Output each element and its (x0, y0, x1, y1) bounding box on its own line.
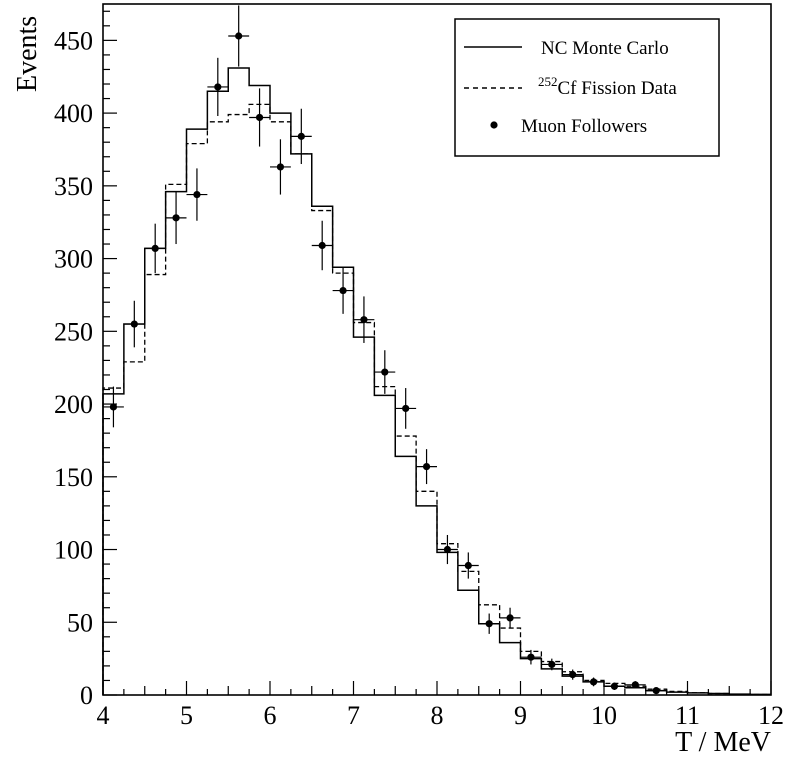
data-point (270, 139, 291, 195)
data-point (165, 191, 187, 245)
y-tick-label: 400 (54, 99, 93, 128)
data-point (353, 296, 375, 343)
data-point (395, 388, 417, 429)
x-tick-label: 4 (97, 701, 110, 730)
y-tick-label: 300 (54, 245, 93, 274)
data-point (437, 534, 458, 565)
data-point (332, 267, 354, 314)
y-tick-label: 350 (54, 172, 93, 201)
y-tick-label: 150 (54, 463, 93, 492)
legend: NC Monte Carlo 252Cf Fission Data Muon F… (454, 18, 720, 157)
data-marker (297, 132, 305, 140)
data-marker (255, 113, 264, 122)
data-point (624, 681, 646, 689)
x-tick-label: 10 (591, 701, 617, 730)
y-tick-label: 50 (67, 608, 93, 637)
data-marker (610, 682, 619, 690)
x-tick-label: 11 (675, 701, 700, 730)
y-tick-label: 0 (80, 681, 93, 710)
data-point (645, 687, 667, 695)
data-point (604, 682, 625, 690)
data-marker (589, 678, 598, 686)
data-point (123, 300, 145, 348)
data-point (144, 223, 166, 274)
x-tick-label: 5 (180, 701, 193, 730)
data-point (457, 552, 479, 579)
data-marker (652, 687, 660, 695)
series-nc-monte-carlo (102, 67, 771, 696)
y-axis-label: Events (12, 16, 43, 92)
data-marker (381, 368, 389, 376)
data-point (311, 220, 333, 271)
data-point (499, 607, 521, 629)
data-marker (151, 244, 159, 252)
data-marker (485, 620, 493, 628)
data-point (478, 613, 500, 634)
data-marker (235, 32, 243, 40)
data-marker (443, 545, 452, 554)
data-marker (130, 320, 138, 328)
data-marker (109, 403, 118, 411)
x-tick-label: 7 (347, 701, 360, 730)
data-marker (402, 404, 410, 413)
data-point (103, 386, 124, 428)
legend-box (454, 18, 720, 157)
data-point (583, 677, 604, 687)
data-point (541, 658, 563, 671)
x-axis-label: T / MeV (675, 727, 771, 757)
cf-step-line (102, 103, 771, 696)
data-point (186, 168, 208, 221)
data-marker (506, 614, 514, 622)
data-marker (214, 83, 222, 91)
y-tick-label: 450 (54, 26, 93, 55)
data-marker (339, 286, 347, 295)
data-point (374, 350, 396, 394)
x-tick-label: 8 (431, 701, 444, 730)
data-marker (360, 316, 368, 324)
mc-step-line (102, 67, 771, 696)
legend-label-mc: NC Monte Carlo (541, 38, 669, 59)
data-marker (172, 214, 180, 222)
axes: 4 5 6 7 8 9 10 11 12 0 50 100 150 200 250 300 350 400 450 (54, 10, 784, 730)
x-tick-label: 9 (514, 701, 527, 730)
y-tick-label: 250 (54, 317, 93, 346)
x-tick-label: 12 (758, 701, 784, 730)
data-point (249, 88, 270, 147)
y-tick-label: 200 (54, 390, 93, 419)
data-point (228, 5, 250, 67)
data-marker (276, 163, 285, 171)
data-marker (422, 463, 431, 471)
data-marker (569, 671, 577, 679)
data-point (416, 449, 437, 485)
legend-label-cf-superscript: 252 (538, 74, 558, 89)
data-marker (548, 660, 556, 669)
legend-label-muon: Muon Followers (521, 116, 647, 137)
data-marker (631, 681, 639, 689)
y-tick-label: 100 (54, 536, 93, 565)
data-marker (193, 190, 201, 199)
legend-label-cf: 252Cf Fission Data (538, 74, 677, 99)
data-point (290, 108, 312, 165)
data-marker (527, 653, 535, 661)
legend-label-cf-text: Cf Fission Data (558, 78, 678, 99)
data-marker (318, 241, 326, 250)
series-muon-followers (103, 5, 667, 695)
data-marker (464, 561, 472, 570)
series-cf-fission-data (102, 103, 771, 696)
x-tick-label: 6 (264, 701, 277, 730)
data-point (520, 649, 542, 665)
legend-swatch-muon (490, 121, 498, 129)
data-point (207, 57, 229, 117)
data-point (562, 669, 584, 680)
